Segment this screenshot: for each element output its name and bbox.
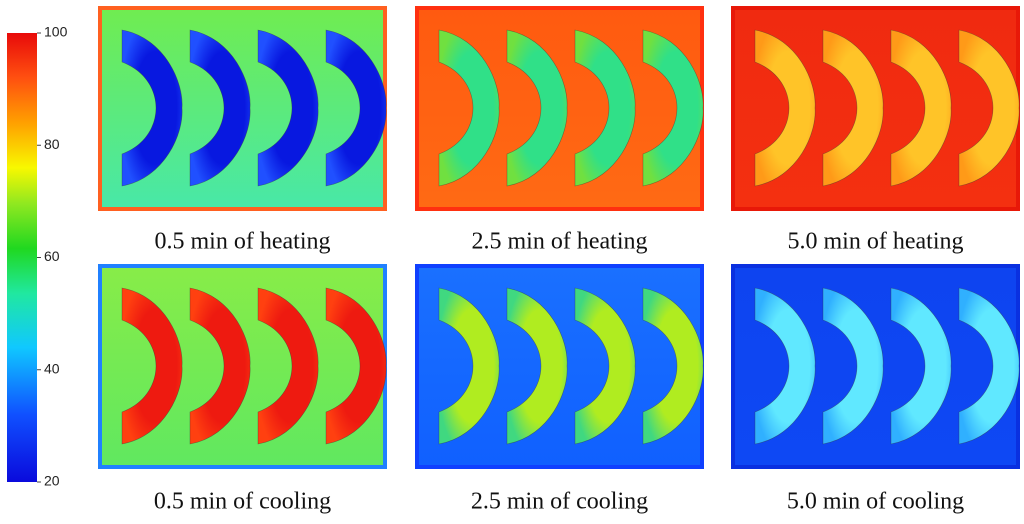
contour-panel: 5.0 min of cooling	[731, 264, 1020, 515]
contour-panel: 0.5 min of heating	[98, 6, 387, 255]
colorbar-tick-label: 20	[44, 473, 60, 489]
contour-panel: 2.5 min of cooling	[415, 264, 704, 515]
panel-caption: 0.5 min of cooling	[154, 489, 331, 515]
colorbar-tick-label: 80	[44, 136, 60, 152]
contour-panel: 5.0 min of heating	[731, 6, 1020, 255]
panel-caption: 2.5 min of cooling	[471, 489, 648, 515]
colorbar-tick-label: 100	[44, 24, 68, 40]
panel-caption: 5.0 min of heating	[788, 229, 964, 255]
panel-caption: 5.0 min of cooling	[787, 489, 964, 515]
colorbar-tick-label: 60	[44, 248, 60, 264]
colorbar	[7, 33, 37, 482]
colorbar-tick-label: 40	[44, 360, 60, 376]
contour-panel: 2.5 min of heating	[415, 6, 704, 255]
contour-panel: 0.5 min of cooling	[98, 264, 387, 515]
panel-caption: 2.5 min of heating	[472, 229, 648, 255]
panel-caption: 0.5 min of heating	[155, 229, 331, 255]
